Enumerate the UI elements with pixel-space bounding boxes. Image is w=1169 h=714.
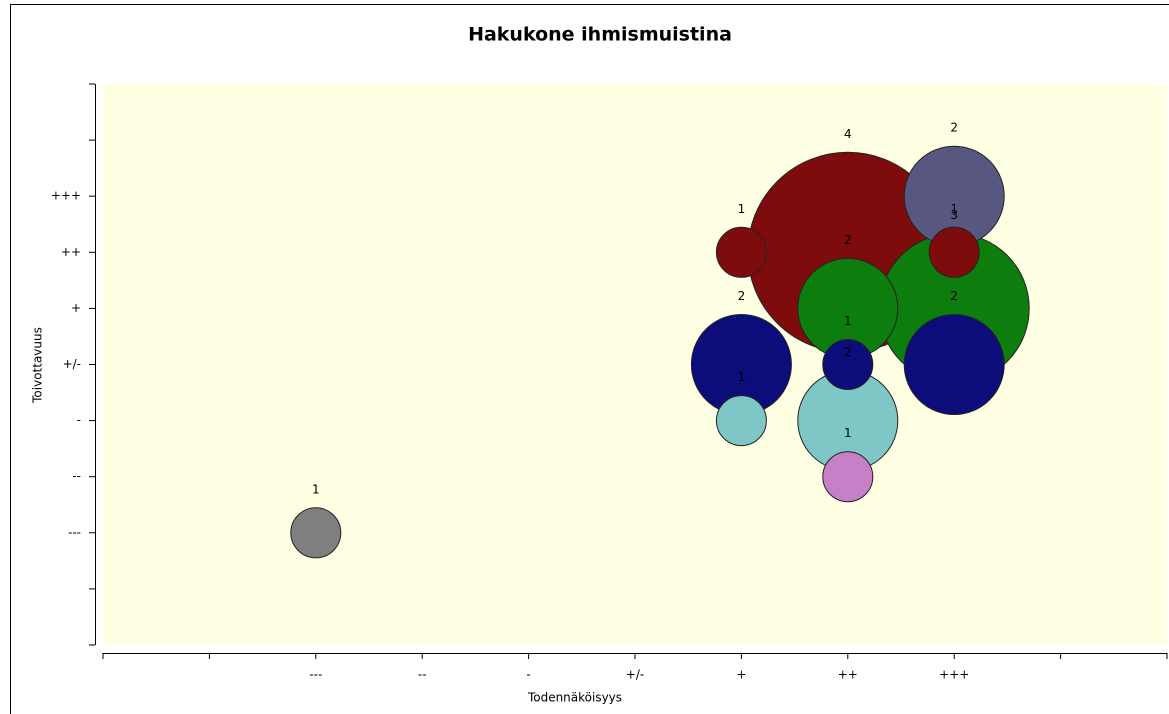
bubble [822, 339, 874, 390]
data-label: 2 [844, 233, 852, 247]
y-tick-label: -- [72, 469, 81, 483]
data-label: 1 [312, 482, 320, 496]
data-label: 2 [950, 289, 958, 303]
data-label: 2 [844, 345, 852, 359]
x-tick-label: +++ [939, 668, 969, 682]
bubble [290, 507, 342, 559]
bubble [903, 314, 1005, 415]
data-label: 4 [844, 127, 852, 141]
data-label: 1 [738, 202, 746, 216]
x-tick-label: + [736, 668, 746, 682]
data-label: 1 [844, 314, 852, 328]
y-tick-label: - [77, 413, 81, 427]
bubble [822, 451, 874, 503]
data-label: 1 [950, 202, 958, 216]
data-label: 3 [950, 208, 958, 222]
y-axis-title: Toivottavuus [31, 327, 45, 404]
bubble [715, 395, 767, 447]
bubble [928, 226, 980, 278]
x-tick-label: -- [418, 668, 427, 682]
y-tick-label: +++ [51, 189, 81, 203]
y-tick-label: ++ [61, 245, 81, 259]
y-tick-label: --- [68, 525, 81, 539]
y-tick-label: +/- [63, 357, 81, 371]
x-tick-label: ++ [838, 668, 858, 682]
y-tick-label: + [71, 301, 81, 315]
x-tick-label: --- [309, 668, 322, 682]
data-label: 1 [844, 426, 852, 440]
x-tick-label: +/- [626, 668, 644, 682]
data-label: 1 [738, 370, 746, 384]
chart-title: Hakukone ihmismuistina [468, 24, 732, 46]
bubble [715, 226, 767, 278]
data-label: 2 [950, 121, 958, 135]
plot-area [103, 84, 1167, 645]
x-axis-title: Todennäköisyys [527, 691, 622, 705]
x-tick-label: - [526, 668, 530, 682]
data-label: 2 [738, 289, 746, 303]
